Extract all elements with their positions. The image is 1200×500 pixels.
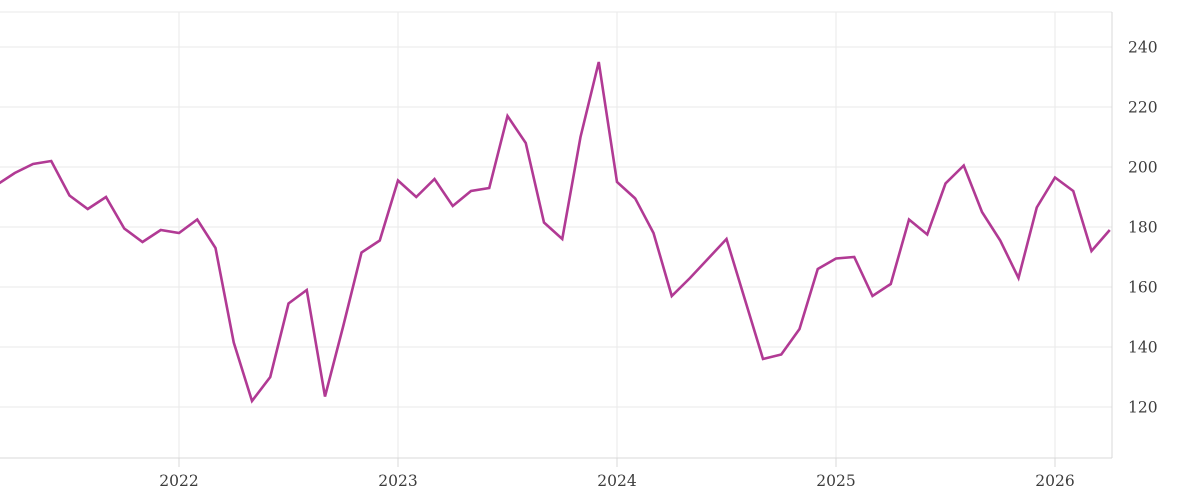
x-axis-tick-label: 2024: [597, 472, 637, 490]
x-axis-tick-label: 2023: [378, 472, 417, 490]
axis-labels: 240 220 200 180 160 140 120 2022 2023 2024 2025 202…: [159, 39, 1157, 491]
axes: [0, 12, 1113, 467]
y-axis-tick-label: 200: [1128, 159, 1158, 177]
y-axis-tick-label: 220: [1128, 99, 1158, 117]
y-axis-tick-label: 140: [1128, 339, 1158, 357]
y-axis-tick-label: 120: [1128, 399, 1158, 417]
x-axis-tick-label: 2026: [1035, 472, 1074, 490]
price-line: [0, 61, 1111, 404]
y-axis-tick-label: 180: [1128, 219, 1158, 237]
x-axis-tick-label: 2022: [159, 472, 198, 490]
x-axis-tick-label: 2025: [816, 472, 855, 490]
chart-plot-area[interactable]: [0, 12, 1112, 458]
y-axis-tick-label: 160: [1128, 279, 1158, 297]
y-axis-tick-label: 240: [1128, 39, 1158, 57]
gridlines: [0, 11, 1112, 458]
